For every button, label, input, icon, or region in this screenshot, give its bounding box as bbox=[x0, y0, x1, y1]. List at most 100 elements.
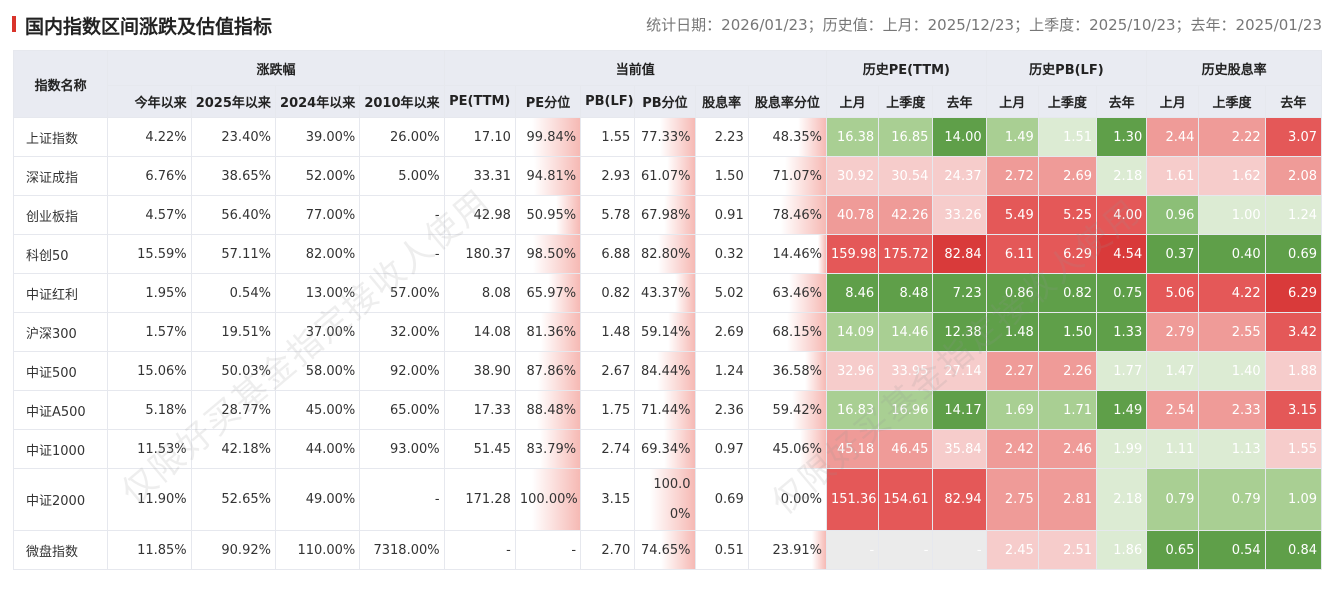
column-header[interactable]: 2024年以来 bbox=[274, 85, 361, 118]
dividend-history-cell: 4.22 bbox=[1198, 273, 1266, 313]
pe-history-cell: 16.83 bbox=[826, 390, 880, 430]
column-header[interactable]: PB(LF) bbox=[580, 85, 636, 118]
table-row[interactable]: 沪深300 1.57% 19.51% 37.00% 32.00% 14.08 81.36% 1… bbox=[12, 312, 1323, 352]
pe-history-cell: 7.23 bbox=[932, 273, 987, 313]
column-header[interactable]: 上季度 bbox=[878, 85, 934, 118]
pe-history-cell: 45.18 bbox=[826, 429, 880, 469]
table-row[interactable]: 上证指数 4.22% 23.40% 39.00% 26.00% 17.10 99.84% 1.… bbox=[12, 117, 1323, 157]
change-cell: 50.03% bbox=[190, 351, 276, 391]
pe-history-cell: 151.36 bbox=[826, 468, 880, 531]
column-header[interactable]: 股息率分位 bbox=[747, 85, 828, 118]
percentile-bar bbox=[537, 352, 580, 390]
percentile-bar bbox=[780, 196, 826, 234]
percentile-bar bbox=[799, 430, 826, 468]
current-value-cell: 51.45 bbox=[443, 429, 516, 469]
percentile-cell: 71.07% bbox=[747, 156, 828, 196]
table-row[interactable]: 深证成指 6.76% 38.65% 52.00% 5.00% 33.31 94.81% 2.9… bbox=[12, 156, 1323, 196]
column-header[interactable]: PB分位 bbox=[634, 85, 696, 118]
percentile-bar bbox=[791, 391, 826, 429]
current-value-cell: 1.24 bbox=[694, 351, 749, 391]
dividend-history-cell: 1.24 bbox=[1264, 195, 1323, 235]
column-header[interactable]: 上季度 bbox=[1037, 85, 1098, 118]
column-header[interactable]: 上月 bbox=[1146, 85, 1200, 118]
column-header[interactable]: 去年 bbox=[1264, 85, 1323, 118]
change-cell: 56.40% bbox=[190, 195, 276, 235]
index-name-cell: 创业板指 bbox=[12, 195, 109, 235]
dividend-history-cell: 2.08 bbox=[1264, 156, 1323, 196]
dividend-history-cell: 2.54 bbox=[1146, 390, 1200, 430]
change-cell: 28.77% bbox=[190, 390, 276, 430]
percentile-cell: 0.00% bbox=[747, 468, 828, 531]
pb-history-cell: 2.81 bbox=[1037, 468, 1098, 531]
table-row[interactable]: 创业板指 4.57% 56.40% 77.00% -42.98 50.95% 5.78 67.… bbox=[12, 195, 1323, 235]
percentile-bar bbox=[650, 469, 695, 530]
percentile-cell: 83.79% bbox=[514, 429, 582, 469]
percentile-value: 63.46% bbox=[772, 285, 823, 301]
column-header[interactable]: PE(TTM) bbox=[443, 85, 516, 118]
column-header[interactable]: 2010年以来 bbox=[359, 85, 445, 118]
change-cell: 45.00% bbox=[274, 390, 361, 430]
column-header[interactable]: 去年 bbox=[932, 85, 987, 118]
pb-history-cell: 0.86 bbox=[985, 273, 1039, 313]
current-value-cell: 0.91 bbox=[694, 195, 749, 235]
percentile-value: 71.07% bbox=[772, 168, 823, 184]
change-cell: 52.65% bbox=[190, 468, 276, 531]
table-row[interactable]: 中证1000 11.53% 42.18% 44.00% 93.00% 51.45 83.79… bbox=[12, 429, 1323, 469]
column-header[interactable]: 上月 bbox=[826, 85, 880, 118]
dividend-history-cell: 1.62 bbox=[1198, 156, 1266, 196]
percentile-cell: 48.35% bbox=[747, 117, 828, 157]
title-accent-bar bbox=[12, 16, 16, 32]
table-row[interactable]: 中证2000 11.90% 52.65% 49.00% -171.28 100.00% 3.… bbox=[12, 468, 1323, 531]
percentile-bar bbox=[661, 531, 695, 569]
table-body: 上证指数 4.22% 23.40% 39.00% 26.00% 17.10 99.84% 1.… bbox=[12, 117, 1323, 570]
percentile-value: 99.84% bbox=[526, 129, 577, 145]
column-header[interactable]: 去年 bbox=[1096, 85, 1148, 118]
percentile-value: 23.91% bbox=[772, 542, 823, 558]
current-value-cell: 17.10 bbox=[443, 117, 516, 157]
pe-history-cell: - bbox=[826, 530, 880, 570]
current-value-cell: 0.97 bbox=[694, 429, 749, 469]
current-value-cell: 38.90 bbox=[443, 351, 516, 391]
percentile-bar bbox=[812, 531, 826, 569]
current-value-cell: 0.82 bbox=[580, 273, 636, 313]
pe-history-cell: 16.85 bbox=[878, 117, 934, 157]
change-cell: 52.00% bbox=[274, 156, 361, 196]
column-header[interactable]: 上月 bbox=[985, 85, 1039, 118]
header-group-change: 涨跌幅 bbox=[107, 50, 445, 86]
table-row[interactable]: 科创50 15.59% 57.11% 82.00% -180.37 98.50% 6.88 8… bbox=[12, 234, 1323, 274]
table-row[interactable]: 中证红利 1.95% 0.54% 13.00% 57.00% 8.08 65.97% 0.82… bbox=[12, 273, 1323, 313]
pe-history-cell: 33.26 bbox=[932, 195, 987, 235]
column-header[interactable]: 股息率 bbox=[694, 85, 749, 118]
table-row[interactable]: 中证500 15.06% 50.03% 58.00% 92.00% 38.90 87.86%… bbox=[12, 351, 1323, 391]
current-value-cell: 0.69 bbox=[694, 468, 749, 531]
percentile-cell: 71.44% bbox=[634, 390, 696, 430]
pe-history-cell: 82.94 bbox=[932, 468, 987, 531]
percentile-bar bbox=[539, 430, 580, 468]
table-row[interactable]: 中证A500 5.18% 28.77% 45.00% 65.00% 17.33 88.48%… bbox=[12, 390, 1323, 430]
change-cell: 77.00% bbox=[274, 195, 361, 235]
dividend-history-cell: 2.22 bbox=[1198, 117, 1266, 157]
column-header[interactable]: 2025年以来 bbox=[190, 85, 276, 118]
pb-history-cell: 1.99 bbox=[1096, 429, 1148, 469]
pb-history-cell: 2.46 bbox=[1037, 429, 1098, 469]
header-group-current: 当前值 bbox=[443, 50, 828, 86]
pb-history-cell: 0.82 bbox=[1037, 273, 1098, 313]
change-cell: 11.90% bbox=[107, 468, 192, 531]
percentile-bar bbox=[667, 157, 695, 195]
percentile-bar bbox=[537, 391, 580, 429]
table-row[interactable]: 微盘指数 11.85% 90.92% 110.00% 7318.00% - -2.70 74.… bbox=[12, 530, 1323, 570]
dividend-history-cell: 3.42 bbox=[1264, 312, 1323, 352]
column-header[interactable]: 今年以来 bbox=[107, 85, 192, 118]
percentile-cell: 36.58% bbox=[747, 351, 828, 391]
pb-history-cell: 5.49 bbox=[985, 195, 1039, 235]
percentile-value: 68.15% bbox=[772, 324, 823, 340]
column-header[interactable]: PE分位 bbox=[514, 85, 582, 118]
current-value-cell: 171.28 bbox=[443, 468, 516, 531]
column-header[interactable]: 上季度 bbox=[1198, 85, 1266, 118]
current-value-cell: 6.88 bbox=[580, 234, 636, 274]
page-title: 国内指数区间涨跌及估值指标 bbox=[25, 16, 273, 38]
index-name-cell: 上证指数 bbox=[12, 117, 109, 157]
percentile-value: 84.44% bbox=[640, 363, 691, 379]
index-name-cell: 沪深300 bbox=[12, 312, 109, 352]
dividend-history-cell: 2.33 bbox=[1198, 390, 1266, 430]
